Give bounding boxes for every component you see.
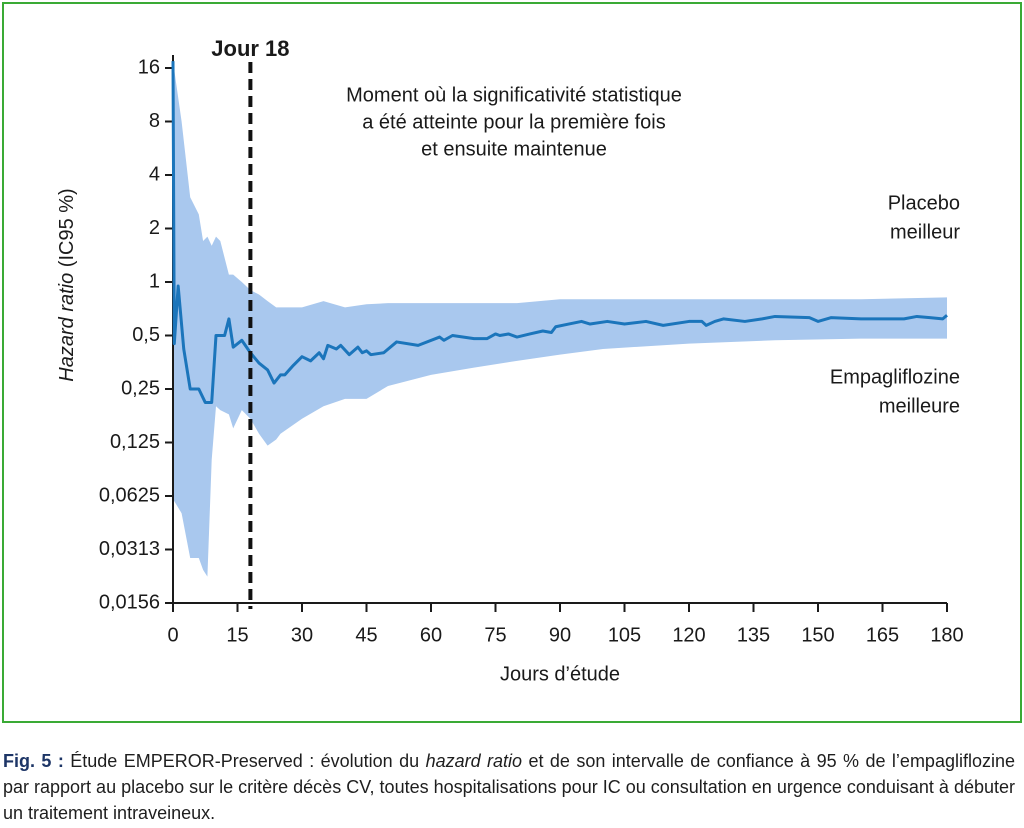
y-tick-label: 1 <box>149 270 160 292</box>
y-tick-label: 0,125 <box>110 431 160 453</box>
y-tick-label: 4 <box>149 163 160 185</box>
x-tick-label: 150 <box>801 624 834 646</box>
x-tick-label: 90 <box>549 624 571 646</box>
y-axis-label-italic: Hazard ratio <box>56 273 78 382</box>
annotation: Moment où la significativité statistique <box>346 84 682 106</box>
x-tick-label: 30 <box>291 624 313 646</box>
y-tick-label: 0,0625 <box>99 484 160 506</box>
y-tick-label: 0,0156 <box>99 591 160 613</box>
lower-note: meilleure <box>879 395 960 417</box>
x-tick-label: 15 <box>226 624 248 646</box>
y-tick-label: 0,5 <box>132 324 160 346</box>
y-tick-label: 0,0313 <box>99 538 160 560</box>
y-tick-label: 0,25 <box>121 377 160 399</box>
caption-italic: hazard ratio <box>425 751 523 771</box>
upper-note: meilleur <box>890 221 960 243</box>
x-axis-label: Jours d’étude <box>500 663 620 685</box>
y-tick-label: 2 <box>149 217 160 239</box>
marker-label: Jour 18 <box>211 36 289 61</box>
x-tick-label: 135 <box>737 624 770 646</box>
hazard-ratio-line <box>171 61 948 404</box>
y-tick-label: 16 <box>138 56 160 78</box>
lower-note: Empagliflozine <box>830 366 960 388</box>
confidence-band <box>173 61 947 577</box>
annotation: et ensuite maintenue <box>421 138 607 160</box>
caption: Fig. 5 : Étude EMPEROR-Preserved : évolu… <box>3 748 1015 826</box>
x-tick-label: 60 <box>420 624 442 646</box>
y-axis-label-rest: (IC95 %) <box>56 188 78 272</box>
x-tick-label: 180 <box>930 624 963 646</box>
chart-frame <box>2 2 1022 723</box>
caption-text: Étude EMPEROR-Preserved : évolution du <box>63 751 426 771</box>
caption-text: et de son intervalle de confiance à 95 %… <box>3 751 1015 823</box>
y-tick-label: 8 <box>149 110 160 132</box>
y-axis-label: Hazard ratio (IC95 %) <box>56 188 78 381</box>
x-tick-label: 45 <box>355 624 377 646</box>
annotation: a été atteinte pour la première fois <box>362 111 666 133</box>
x-tick-label: 0 <box>167 624 178 646</box>
x-tick-label: 165 <box>866 624 899 646</box>
x-tick-label: 120 <box>672 624 705 646</box>
x-tick-label: 105 <box>608 624 641 646</box>
chart: 16 8 4 2 1 0,5 0,25 0,125 0,0625 0,0313 0,0156 0 15 3… <box>56 36 963 685</box>
upper-note: Placebo <box>888 192 960 214</box>
x-tick-label: 75 <box>484 624 506 646</box>
caption-prefix: Fig. 5 : <box>3 751 64 771</box>
